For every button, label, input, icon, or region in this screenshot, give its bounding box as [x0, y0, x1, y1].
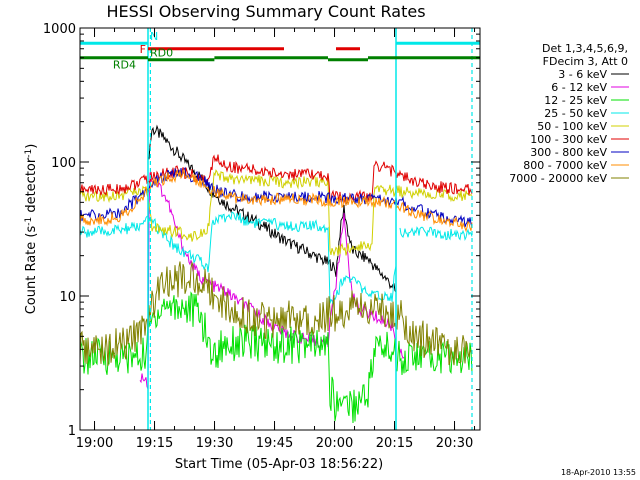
- y-axis-label: Count Rate (s-1 detector-1): [24, 144, 39, 315]
- plot-frame: [79, 27, 481, 431]
- legend-label: 800 - 7000 keV: [523, 159, 607, 172]
- flag-label: RD4: [113, 59, 136, 72]
- timestamp: 18-Apr-2010 13:55: [561, 468, 636, 477]
- y-axis: 1 10 100 1000: [43, 22, 480, 439]
- series-line: [147, 124, 397, 293]
- y-tick-label: 10: [59, 290, 76, 305]
- legend-header: FDecim 3, Att 0: [543, 55, 628, 68]
- series-line: [139, 172, 405, 390]
- legend-label: 3 - 6 keV: [558, 68, 607, 81]
- x-tick-label: 20:30: [436, 436, 473, 451]
- series-line: [79, 291, 473, 424]
- x-axis: 19:00 19:15 19:30 19:45 20:00 20:15 20:30: [76, 28, 476, 451]
- chart-title: HESSI Observing Summary Count Rates: [106, 2, 425, 21]
- series-line: [79, 260, 473, 367]
- series-line: [79, 169, 473, 233]
- series-line: [79, 211, 473, 305]
- y-tick-label: 1000: [43, 22, 76, 37]
- x-tick-label: 19:00: [76, 436, 113, 451]
- flag-label: RD0: [150, 47, 173, 60]
- plot-area: NFRD0RD4: [79, 28, 480, 430]
- x-tick-label: 19:45: [256, 436, 293, 451]
- x-tick-label: 19:30: [196, 436, 233, 451]
- y-tick-label: 1: [68, 424, 76, 439]
- series-line: [79, 154, 473, 205]
- legend-label: 25 - 50 keV: [544, 107, 607, 120]
- y-tick-label: 100: [51, 156, 76, 171]
- legend-header: Det 1,3,4,5,6,9,: [542, 42, 628, 55]
- x-tick-label: 20:15: [376, 436, 413, 451]
- legend-label: 12 - 25 keV: [544, 94, 607, 107]
- legend-label: 6 - 12 keV: [551, 81, 607, 94]
- x-tick-label: 20:00: [316, 436, 353, 451]
- x-axis-label: Start Time (05-Apr-03 18:56:22): [175, 457, 383, 472]
- flag-label: F: [140, 43, 146, 56]
- legend-label: 100 - 300 keV: [530, 133, 607, 146]
- legend: Det 1,3,4,5,6,9,FDecim 3, Att 03 - 6 keV…: [509, 42, 629, 185]
- legend-label: 50 - 100 keV: [537, 120, 607, 133]
- legend-label: 7000 - 20000 keV: [509, 172, 607, 185]
- x-tick-label: 19:15: [136, 436, 173, 451]
- legend-label: 300 - 800 keV: [530, 146, 607, 159]
